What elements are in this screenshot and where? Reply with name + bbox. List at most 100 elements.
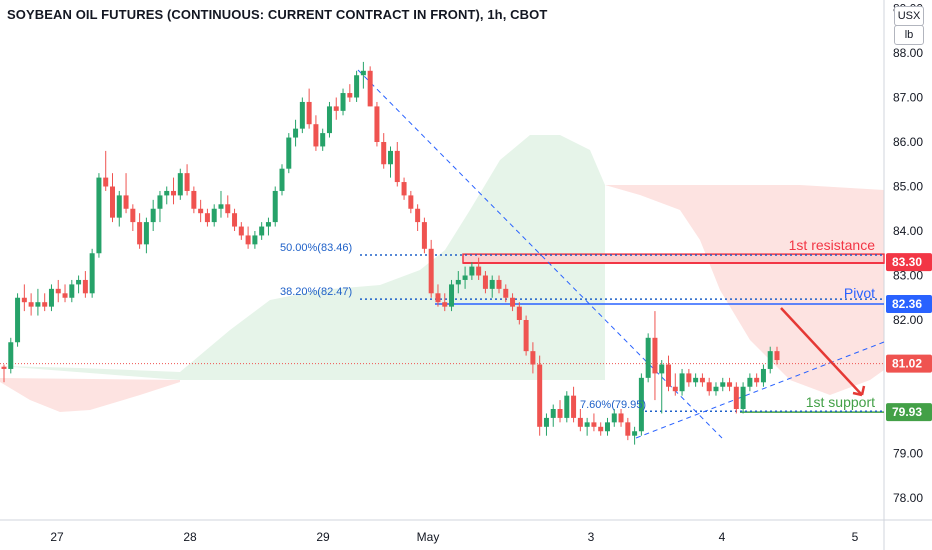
y-tick-label: 85.00 xyxy=(893,180,923,194)
candle xyxy=(89,253,95,294)
candle xyxy=(699,377,705,383)
fib-label: 50.00%(83.46) xyxy=(280,242,352,254)
candle xyxy=(259,226,265,236)
projection-arrow-head xyxy=(852,385,866,397)
candle xyxy=(76,279,82,285)
candle xyxy=(652,337,658,374)
candle xyxy=(706,382,712,392)
candle xyxy=(659,364,665,374)
candle xyxy=(774,351,780,361)
fib-label: 38.20%(82.47) xyxy=(280,286,352,298)
candle xyxy=(571,395,577,418)
candle xyxy=(15,297,21,343)
x-tick-label: 29 xyxy=(316,530,330,544)
y-tick-label: 82.00 xyxy=(893,313,923,327)
candle xyxy=(177,173,183,196)
candle xyxy=(482,275,488,289)
projection-arrow-line xyxy=(780,307,863,396)
candle xyxy=(740,386,746,409)
candle xyxy=(137,222,143,245)
candle xyxy=(720,382,726,387)
candle xyxy=(537,364,543,427)
resistance-price-tag-text: 83.30 xyxy=(892,255,922,269)
resistance-price-tag xyxy=(886,253,932,272)
candle xyxy=(415,208,421,223)
candle xyxy=(130,208,136,223)
candle xyxy=(381,142,387,165)
candle xyxy=(55,288,61,294)
y-tick-label: 84.00 xyxy=(893,224,923,238)
candle xyxy=(503,288,509,298)
candle xyxy=(516,306,522,320)
support-label: 1st support xyxy=(806,394,875,410)
candle xyxy=(320,133,326,147)
candle xyxy=(442,302,448,307)
candle xyxy=(42,302,48,307)
resistance-label: 1st resistance xyxy=(789,237,876,253)
candle xyxy=(638,377,644,432)
candle xyxy=(530,351,536,365)
candle xyxy=(591,422,597,427)
candle xyxy=(218,204,224,209)
candle xyxy=(489,279,495,289)
candle xyxy=(28,302,34,307)
candle xyxy=(435,293,441,303)
candle xyxy=(693,377,699,383)
x-tick-label: 5 xyxy=(852,530,859,544)
candle xyxy=(645,337,651,378)
y-tick-label: 88.00 xyxy=(893,46,923,60)
candle xyxy=(598,426,604,432)
candle xyxy=(469,266,475,276)
candle xyxy=(632,431,638,436)
candle xyxy=(69,284,75,298)
unit-currency-button[interactable]: USX xyxy=(894,6,924,26)
candle xyxy=(408,195,414,209)
candle xyxy=(340,93,346,111)
candle xyxy=(394,150,400,183)
x-tick-label: 28 xyxy=(183,530,197,544)
candle xyxy=(150,208,156,223)
candle xyxy=(293,128,299,138)
candle xyxy=(252,235,258,245)
support-price-tag-text: 79.93 xyxy=(892,405,922,419)
y-tick-label: 83.00 xyxy=(893,269,923,283)
candle xyxy=(164,190,170,196)
candle xyxy=(326,106,332,134)
candle xyxy=(577,417,583,427)
candle xyxy=(455,279,461,285)
candle xyxy=(35,302,41,307)
unit-measure-button[interactable]: lb xyxy=(894,25,924,45)
candle xyxy=(523,320,529,352)
candle xyxy=(103,177,109,187)
candle xyxy=(754,377,760,383)
candle xyxy=(272,190,278,223)
candle xyxy=(96,177,102,254)
candle xyxy=(48,288,54,307)
candle xyxy=(21,297,27,303)
candle xyxy=(279,168,285,191)
candle xyxy=(109,186,115,218)
candle xyxy=(204,213,210,223)
candle xyxy=(299,101,305,129)
candle xyxy=(564,395,570,418)
candle xyxy=(672,386,678,392)
candle xyxy=(557,409,563,418)
candle xyxy=(584,422,590,427)
pivot-price-tag xyxy=(886,294,932,313)
pivot-price-tag-text: 82.36 xyxy=(892,297,922,311)
candle xyxy=(421,222,427,249)
x-tick-label: 4 xyxy=(719,530,726,544)
candle xyxy=(550,409,556,418)
candle xyxy=(143,222,149,245)
candle xyxy=(618,413,624,423)
candle xyxy=(123,195,129,209)
candle xyxy=(157,195,163,209)
candle xyxy=(225,204,231,214)
candle xyxy=(1,366,7,369)
candle xyxy=(388,150,393,165)
candle xyxy=(713,386,719,392)
candle xyxy=(543,417,549,427)
candle xyxy=(265,222,271,227)
